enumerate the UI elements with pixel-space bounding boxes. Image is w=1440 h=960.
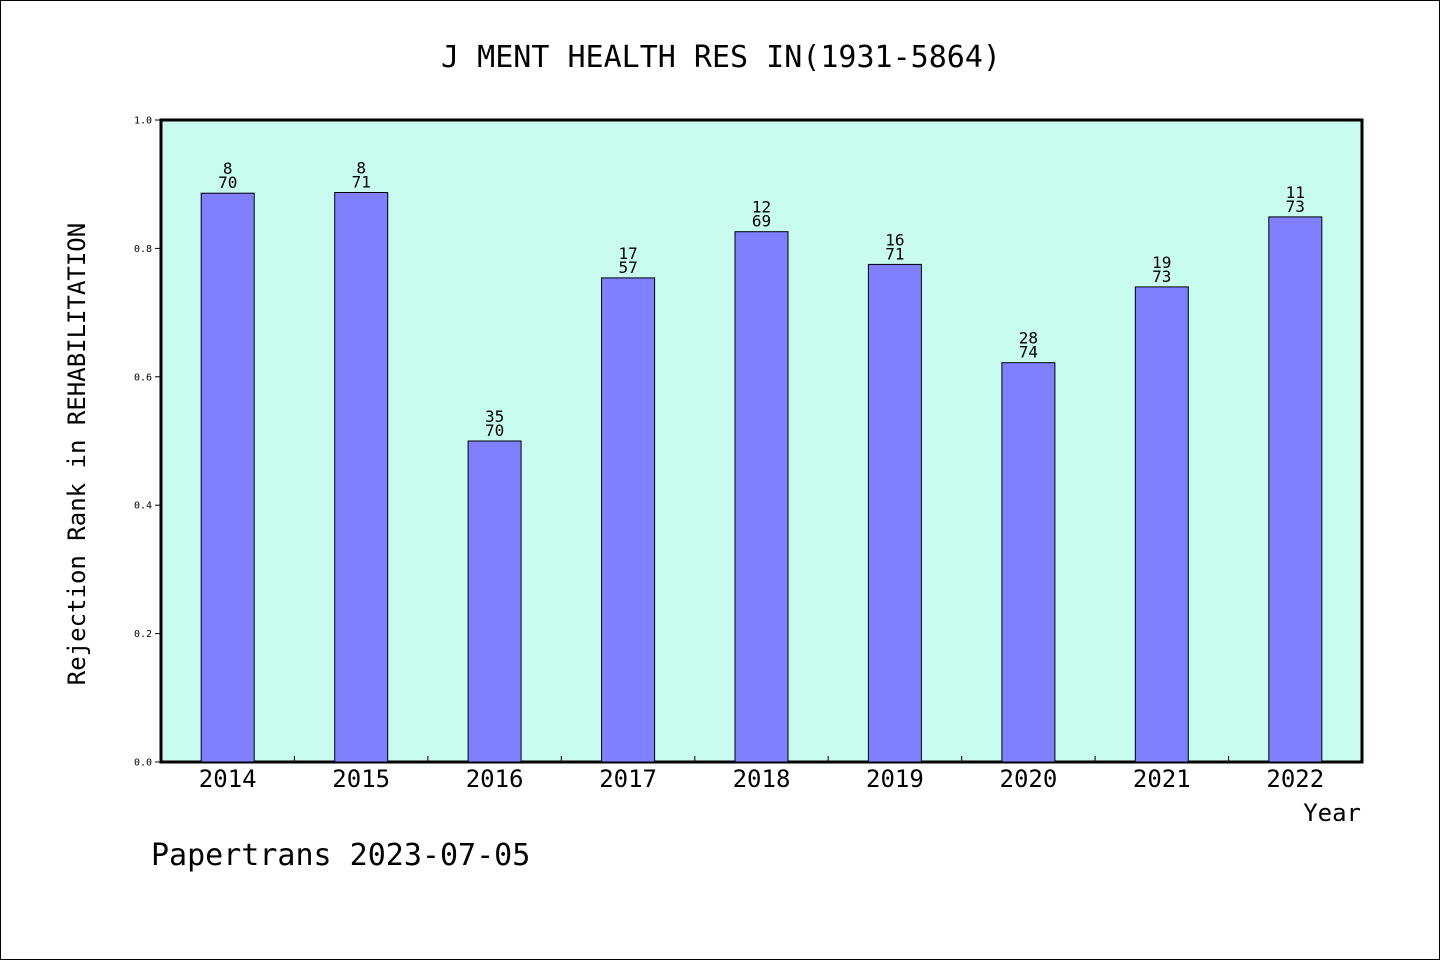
bar-2021: [1134, 286, 1189, 763]
bar-label-total-2021: 73: [1152, 267, 1171, 286]
bar-2020: [1001, 362, 1056, 763]
x-tick-label-2022: 2022: [1266, 765, 1324, 793]
x-tick-label-2021: 2021: [1133, 765, 1191, 793]
bar-2019: [867, 263, 922, 763]
x-tick-label-2015: 2015: [332, 765, 390, 793]
bar-label-rank-2021: 19: [1152, 253, 1171, 272]
bar-label-total-2014: 70: [218, 173, 237, 192]
bar-label-rank-2018: 12: [752, 198, 771, 217]
y-tick-label-0.2: 0.2: [134, 629, 152, 640]
bar-label-rank-2014: 8: [223, 159, 233, 178]
y-tick-label-0.4: 0.4: [134, 501, 152, 512]
x-axis-label: Year: [1303, 799, 1361, 827]
bar-label-total-2018: 69: [752, 212, 771, 231]
y-tick-label-0.6: 0.6: [134, 372, 152, 383]
bar-label-total-2022: 73: [1286, 197, 1305, 216]
bar-label-total-2015: 71: [352, 173, 371, 192]
y-axis-label: Rejection Rank in REHABILITATION: [63, 223, 91, 685]
bar-2016: [467, 440, 522, 763]
bar-2022: [1268, 216, 1323, 763]
x-tick-label-2014: 2014: [199, 765, 257, 793]
bar-label-rank-2019: 16: [885, 230, 904, 249]
x-tick-label-2020: 2020: [1000, 765, 1058, 793]
bar-2017: [601, 277, 656, 763]
bar-label-total-2019: 71: [885, 244, 904, 263]
y-tick-label-1.0: 1.0: [134, 116, 152, 127]
footer-text: Papertrans 2023-07-05: [151, 838, 530, 873]
x-tick-label-2016: 2016: [466, 765, 524, 793]
bar-label-rank-2015: 8: [356, 159, 366, 178]
bars: [200, 192, 1323, 763]
chart-title: J MENT HEALTH RES IN(1931-5864): [441, 40, 1001, 75]
bar-label-rank-2016: 35: [485, 407, 504, 426]
x-tick-label-2019: 2019: [866, 765, 924, 793]
bar-label-rank-2020: 28: [1019, 329, 1038, 348]
bar-label-rank-2022: 11: [1286, 183, 1305, 202]
x-tick-label-2017: 2017: [599, 765, 657, 793]
bar-2014: [200, 192, 255, 763]
bar-label-total-2020: 74: [1019, 343, 1038, 362]
y-tick-label-0.0: 0.0: [134, 758, 152, 769]
x-axis: 2014 2015 2016 2017 2018 2019 2020 2021 2022: [199, 756, 1324, 793]
y-tick-label-0.8: 0.8: [134, 244, 152, 255]
y-axis: 0.0 0.2 0.4 0.6 0.8 1.0: [134, 116, 161, 769]
bar-2015: [334, 192, 389, 763]
bar-label-total-2016: 70: [485, 421, 504, 440]
x-tick-label-2018: 2018: [733, 765, 791, 793]
bar-label-rank-2017: 17: [618, 244, 637, 263]
bar-label-total-2017: 57: [618, 258, 637, 277]
bar-2018: [734, 231, 789, 763]
